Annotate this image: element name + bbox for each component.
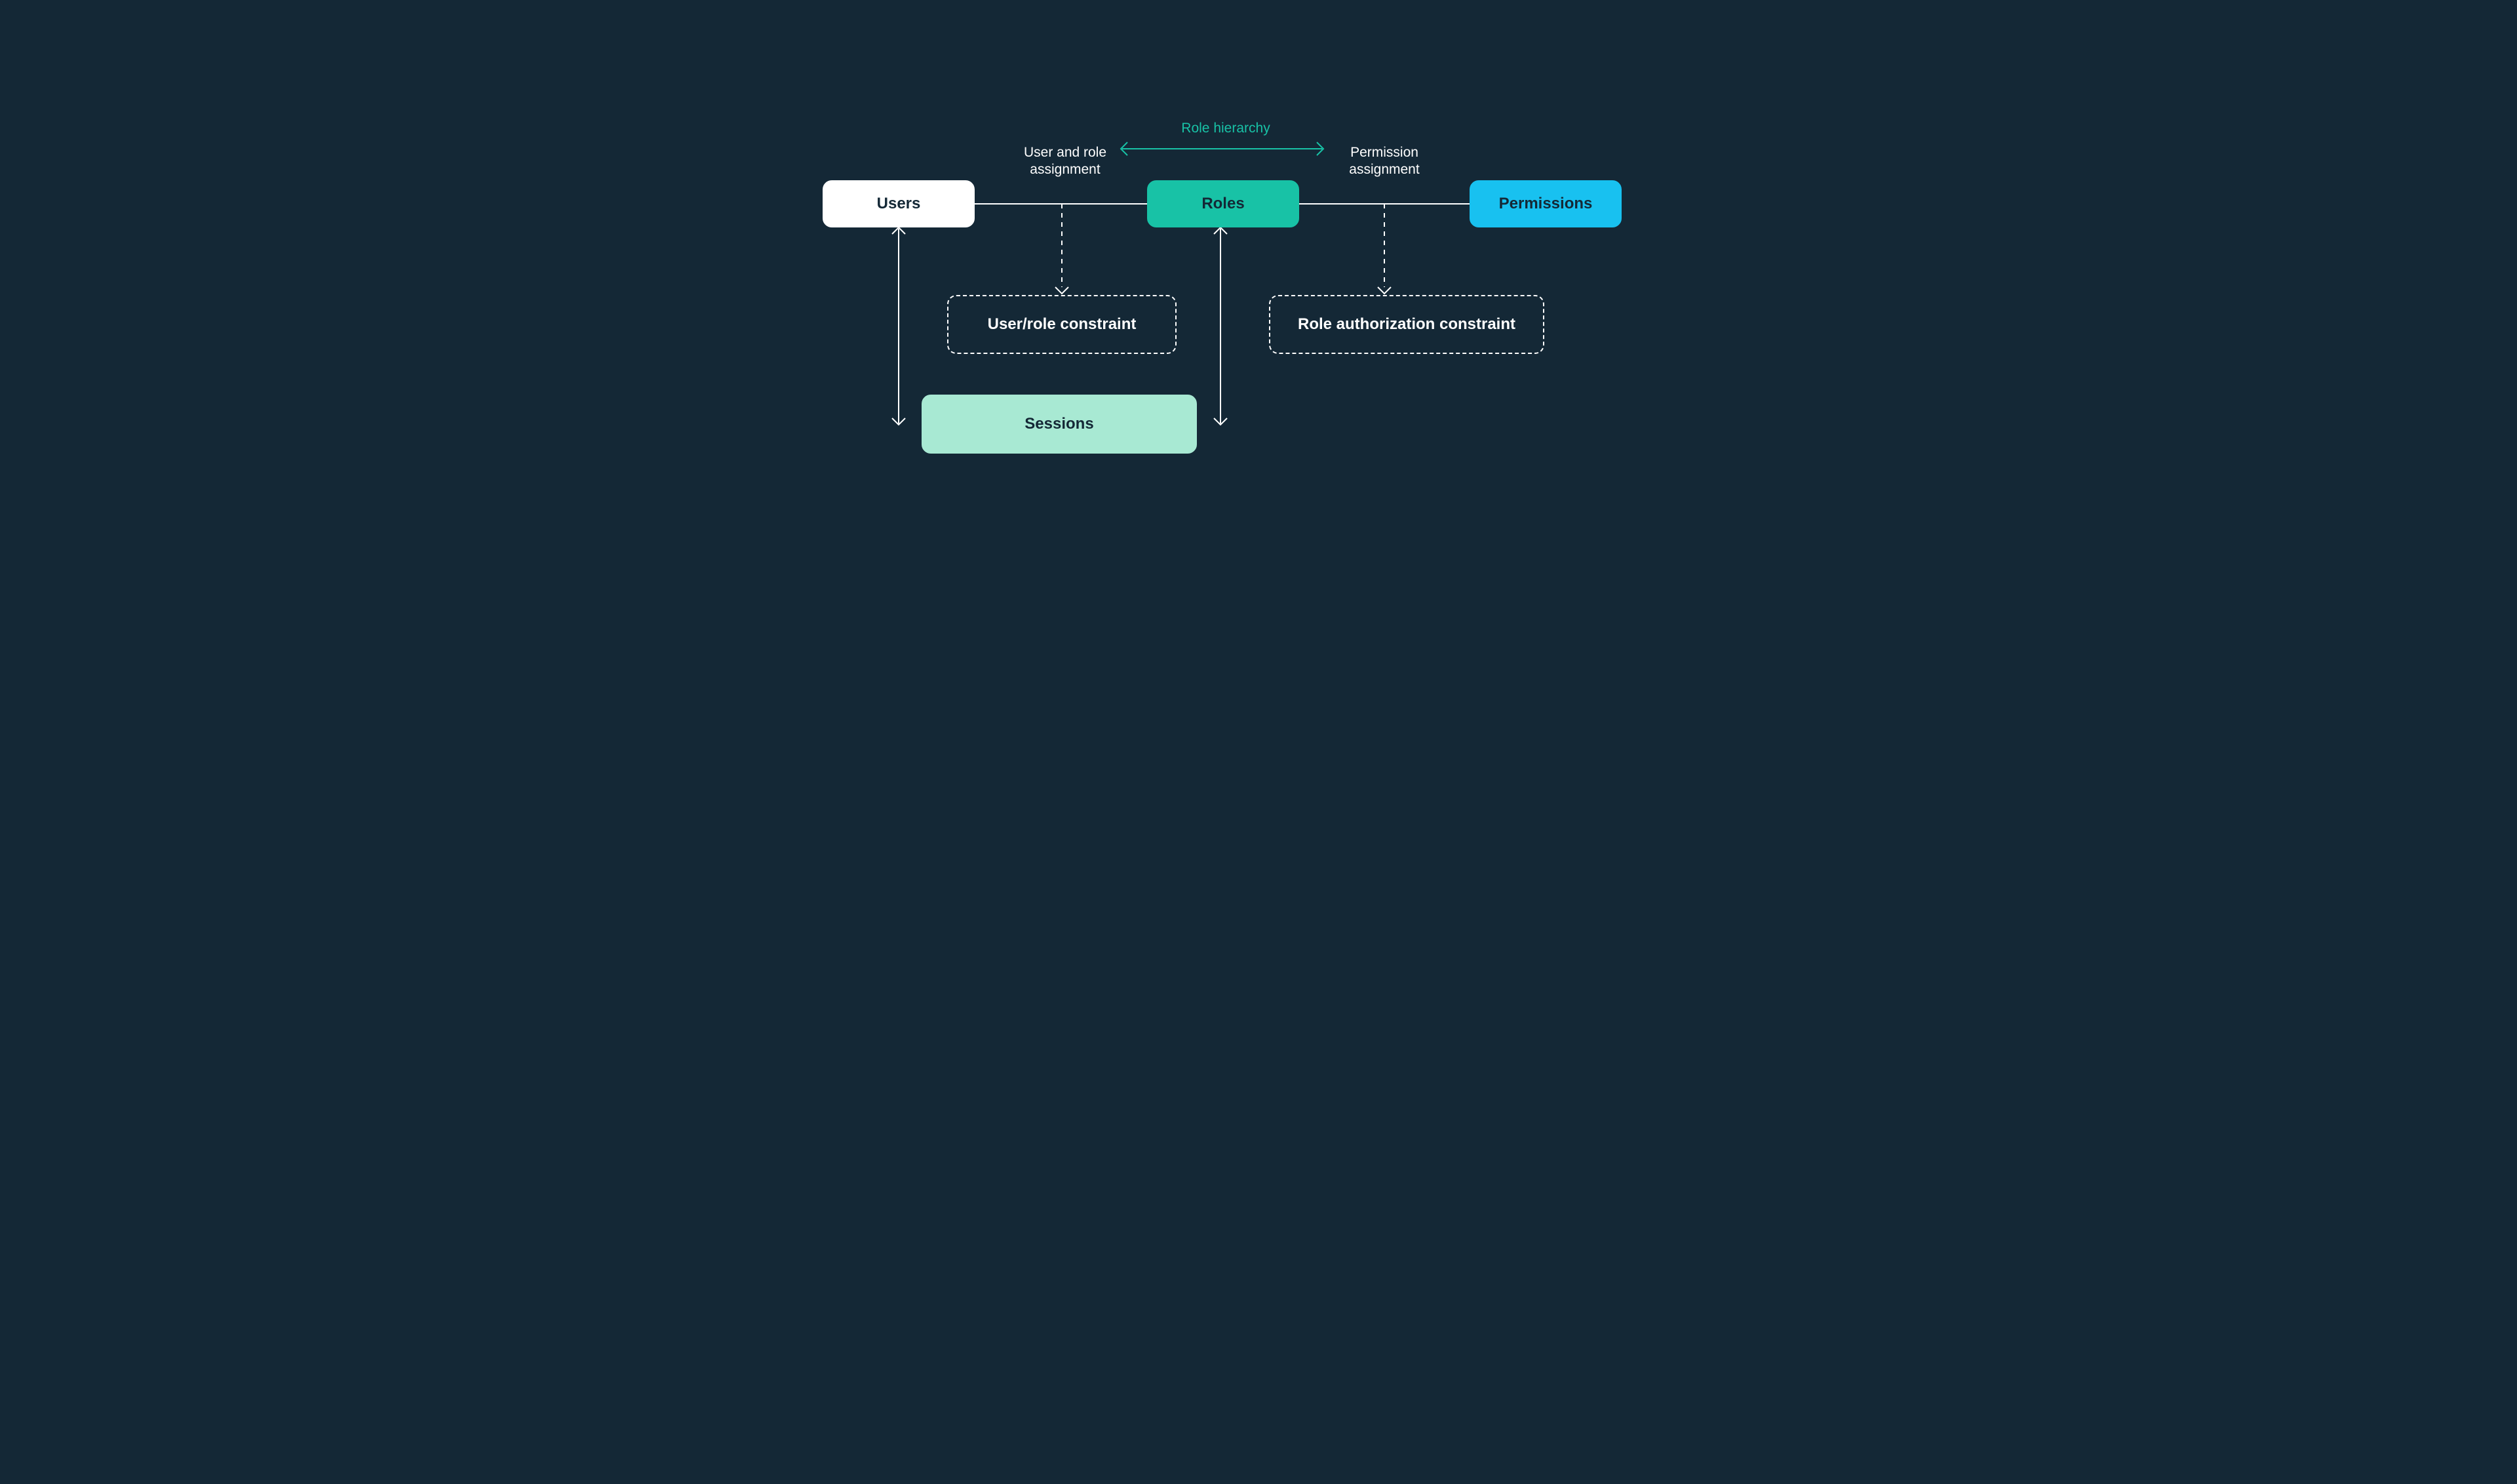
label-role-hierarchy: Role hierarchy	[1173, 120, 1278, 140]
connectors-layer	[767, 0, 1750, 579]
diagram-stage: Users Roles Permissions User/role constrain…	[767, 0, 1750, 579]
node-permissions: Permissions	[1470, 180, 1622, 227]
node-user-role-constraint: User/role constraint	[947, 295, 1177, 354]
node-roles: Roles	[1147, 180, 1299, 227]
label-permission-assignment: Permission assignment	[1329, 144, 1440, 180]
node-role-auth-constraint: Role authorization constraint	[1269, 295, 1544, 354]
node-users: Users	[823, 180, 975, 227]
node-sessions: Sessions	[922, 395, 1197, 454]
label-user-role-assignment: User and role assignment	[1009, 144, 1121, 180]
